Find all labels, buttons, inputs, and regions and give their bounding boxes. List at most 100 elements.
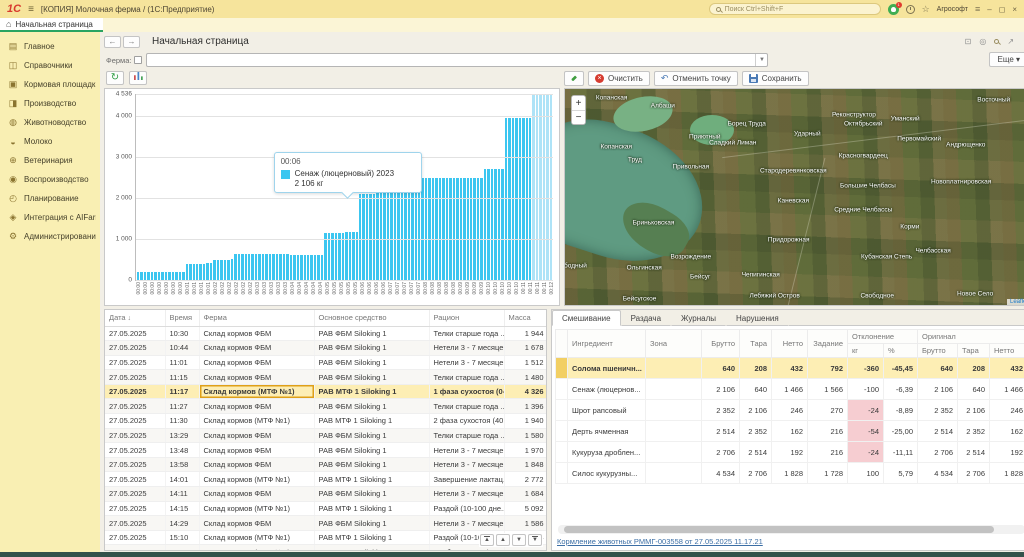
feed-cell[interactable]: РАВ ФБМ Siloking 1: [314, 443, 429, 458]
sidebar-item-8[interactable]: ◴Планирование: [0, 189, 100, 208]
ingredient-cell[interactable]: [646, 421, 702, 442]
feed-cell[interactable]: Склад кормов ФБМ: [199, 516, 314, 531]
ingredient-cell[interactable]: Дерть ячменная: [568, 421, 646, 442]
table-row[interactable]: 27.05.202511:01Склад кормов ФБМРАВ ФБМ S…: [105, 355, 547, 370]
go-first-button[interactable]: ▲: [480, 534, 494, 546]
chart-bar[interactable]: [297, 255, 299, 280]
ingredient-cell[interactable]: -11,11: [884, 442, 918, 463]
chart-bar[interactable]: [245, 254, 247, 280]
feed-cell[interactable]: 1 848: [504, 457, 547, 472]
chart-bar[interactable]: [376, 190, 378, 280]
chart-bar[interactable]: [189, 264, 191, 280]
chart-bar[interactable]: [314, 255, 316, 280]
feed-cell[interactable]: 27.05.2025: [105, 341, 165, 356]
ingredient-cell[interactable]: 2 352: [958, 421, 990, 442]
feed-cell[interactable]: 1 480: [504, 370, 547, 385]
chart-bar[interactable]: [519, 118, 521, 280]
ingredient-cell[interactable]: 2 514: [918, 421, 958, 442]
ingredient-row[interactable]: Силос кукурузны...4 5342 7061 8281 72810…: [556, 463, 1024, 484]
mix-column-header[interactable]: Тара: [958, 344, 990, 358]
chart-bar[interactable]: [217, 260, 219, 281]
feed-cell[interactable]: Склад кормов ФБМ: [199, 341, 314, 356]
feed-column-header[interactable]: Основное средство: [314, 310, 429, 326]
chart-bar[interactable]: [276, 254, 278, 280]
feed-cell[interactable]: 13:29: [165, 428, 199, 443]
chart-bar[interactable]: [144, 272, 146, 280]
minimize-button[interactable]: –: [987, 5, 991, 14]
chart-plot-area[interactable]: 00:0000:0000:0000:0000:0000:0000:0000:01…: [135, 94, 553, 281]
chart-bar[interactable]: [435, 178, 437, 281]
feed-cell[interactable]: 11:27: [165, 399, 199, 414]
chart-bar[interactable]: [425, 178, 427, 281]
chart-bar[interactable]: [317, 255, 319, 280]
chart-bar[interactable]: [213, 260, 215, 281]
feed-cell[interactable]: 10:44: [165, 341, 199, 356]
mix-column-header[interactable]: Тара: [740, 330, 772, 358]
chart-bar[interactable]: [224, 260, 226, 281]
feed-cell[interactable]: 27.05.2025: [105, 545, 165, 551]
ingredient-cell[interactable]: -45,45: [884, 358, 918, 379]
ingredient-cell[interactable]: 1 828: [772, 463, 808, 484]
ingredient-cell[interactable]: -24: [848, 442, 884, 463]
ingredient-cell[interactable]: Солома пшеничн...: [568, 358, 646, 379]
feed-cell[interactable]: 11:01: [165, 355, 199, 370]
chart-bar[interactable]: [480, 178, 482, 281]
ingredient-cell[interactable]: 2 352: [918, 400, 958, 421]
sidebar-item-1[interactable]: ◫Справочники: [0, 56, 100, 75]
ingredient-cell[interactable]: 1 466: [990, 379, 1024, 400]
mix-column-header[interactable]: Нетто: [990, 344, 1024, 358]
feed-cell[interactable]: РАВ ФБМ Siloking 1: [314, 399, 429, 414]
ingredient-row[interactable]: Кукуруза дроблен...2 7062 514192216-24-1…: [556, 442, 1024, 463]
feed-cell[interactable]: Склад кормов ФБМ: [199, 399, 314, 414]
ingredient-cell[interactable]: 216: [808, 421, 848, 442]
tab-Нарушения[interactable]: Нарушения: [726, 310, 789, 326]
ingredient-cell[interactable]: 2 106: [702, 379, 740, 400]
ingredient-cell[interactable]: Шрот рапсовый: [568, 400, 646, 421]
feed-cell[interactable]: Телки старше года ...: [429, 428, 504, 443]
chart-bar[interactable]: [463, 178, 465, 281]
feed-cell[interactable]: Завершение лактац...: [429, 472, 504, 487]
ingredient-cell[interactable]: 208: [740, 358, 772, 379]
ingredient-cell[interactable]: 2 706: [702, 442, 740, 463]
feed-cell[interactable]: Нетели 3 - 7 месяце...: [429, 487, 504, 502]
ingredient-cell[interactable]: 1 566: [808, 379, 848, 400]
feed-cell[interactable]: 13:58: [165, 457, 199, 472]
forward-button[interactable]: →: [123, 36, 140, 48]
chart-bar[interactable]: [279, 254, 281, 280]
ingredient-cell[interactable]: -24: [848, 400, 884, 421]
feed-cell[interactable]: Раздой (10-100 дне...: [429, 501, 504, 516]
more-button[interactable]: Еще ▾: [989, 52, 1024, 67]
chart-bar[interactable]: [210, 263, 212, 280]
mix-column-header[interactable]: Зона: [646, 330, 702, 358]
ingredient-cell[interactable]: 2 514: [702, 421, 740, 442]
feed-cell[interactable]: 27.05.2025: [105, 399, 165, 414]
ingredient-cell[interactable]: 792: [808, 358, 848, 379]
feed-cell[interactable]: 14:01: [165, 472, 199, 487]
chart-bar[interactable]: [265, 254, 267, 280]
chart-bar[interactable]: [439, 178, 441, 281]
feed-cell[interactable]: Склад кормов (МТФ №1): [199, 545, 314, 551]
mix-column-header[interactable]: Оригинал: [918, 330, 1024, 344]
chart-bar[interactable]: [526, 118, 528, 280]
ingredient-cell[interactable]: [646, 358, 702, 379]
chart-bar[interactable]: [442, 178, 444, 281]
tab-home-page[interactable]: ⌂ Начальная страница: [0, 18, 103, 32]
chart-bar[interactable]: [467, 178, 469, 281]
chart-bar[interactable]: [539, 94, 541, 280]
circle-icon[interactable]: ◎: [979, 37, 986, 46]
feed-cell[interactable]: 14:29: [165, 516, 199, 531]
feed-cell[interactable]: РАВ МТФ 1 Siloking 1: [314, 414, 429, 429]
feed-cell[interactable]: 1 512: [504, 355, 547, 370]
chart-bar[interactable]: [532, 94, 534, 280]
chart-bar[interactable]: [262, 254, 264, 280]
feed-cell[interactable]: РАВ МТФ 1 Siloking 1: [314, 472, 429, 487]
ingredient-cell[interactable]: 640: [958, 379, 990, 400]
chart-bar[interactable]: [304, 255, 306, 280]
ingredient-cell[interactable]: 2 706: [918, 442, 958, 463]
chart-bar[interactable]: [498, 169, 500, 280]
feed-cell[interactable]: 1 970: [504, 443, 547, 458]
sidebar-item-7[interactable]: ◉Воспроизводство: [0, 170, 100, 189]
feed-cell[interactable]: 1 396: [504, 399, 547, 414]
ingredient-row[interactable]: Дерть ячменная2 5142 352162216-54-25,002…: [556, 421, 1024, 442]
feed-cell[interactable]: Телки старше года ...: [429, 399, 504, 414]
